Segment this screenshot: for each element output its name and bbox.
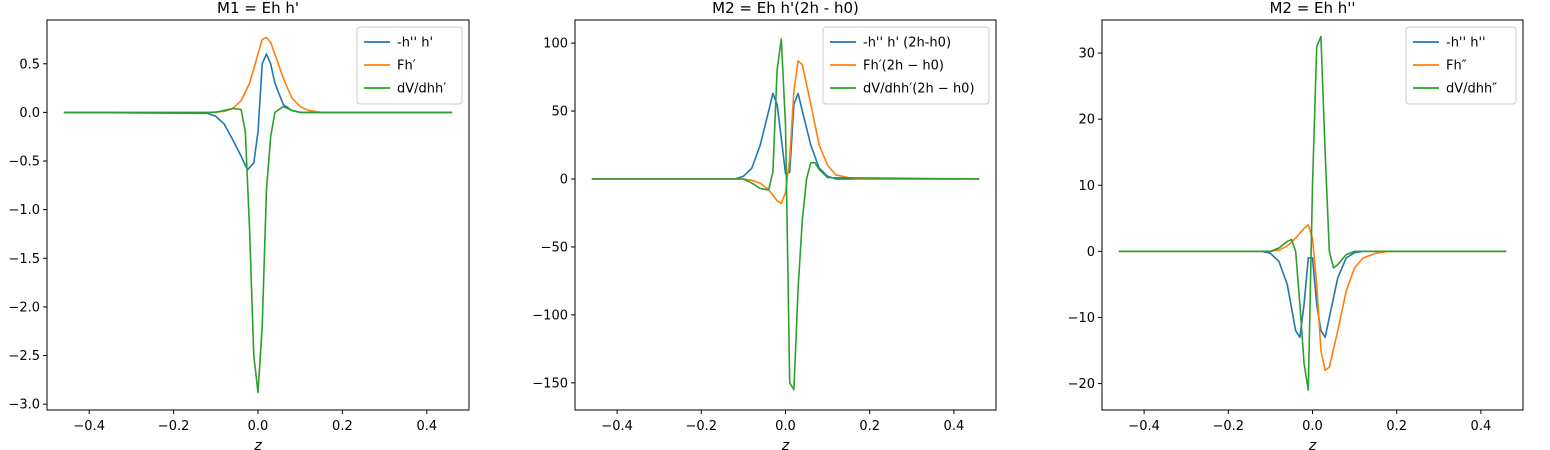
x-tick-label: 0.0 [1302,419,1323,434]
x-tick-label: −0.4 [601,419,633,434]
chart-title: M1 = Eh h' [217,0,299,17]
legend-label: dV/dhh″ [1446,82,1497,97]
series-line-3 [1118,35,1507,391]
x-tick-label: −0.2 [1213,419,1245,434]
y-tick-label: 100 [543,37,568,52]
y-tick-label: −2.0 [8,300,40,315]
x-tick-label: 0.2 [1386,419,1407,434]
series-line-1 [63,53,453,171]
chart-title: M2 = Eh h'' [1269,0,1355,17]
y-tick-label: −1.5 [8,252,40,267]
chart-panel-1: −0.4 −0.2 0.0 0.2 0.4 −3.0 −2.5 −2.0 −1.5 −1.0 −0.… [8,0,470,450]
y-tick-label: −1.0 [8,203,40,218]
x-axis-label: z [1308,438,1317,450]
series-line-1 [1118,250,1507,339]
x-tick-label: 0.0 [775,419,796,434]
legend-label: dV/dhh′ [397,82,446,97]
series-line-2 [1118,224,1507,372]
legend-label: Fh′(2h − h0) [863,59,944,74]
x-tick-label: 0.4 [944,419,965,434]
legend: -h'' h'' Fh″ dV/dhh″ [1405,26,1517,105]
legend-label: -h'' h' (2h-h0) [863,36,951,51]
series-line-3 [591,38,980,391]
x-tick-label: 0.2 [332,419,353,434]
series-line-2 [591,59,980,205]
x-tick-label: 0.4 [1471,419,1492,434]
x-tick-label: 0.0 [248,419,269,434]
series-line-3 [63,105,453,394]
legend-label: Fh″ [1446,59,1467,74]
legend: -h'' h' (2h-h0) Fh′(2h − h0) dV/dhh′(2h − … [822,26,990,105]
y-tick-label: 0 [560,172,568,187]
legend: -h'' h' Fh′ dV/dhh′ [356,26,463,105]
x-tick-label: 0.2 [859,419,880,434]
chart-panel-2: −0.4 −0.2 0.0 0.2 0.4 −150 −100 −50 0 50 100 M2 = E… [532,0,997,450]
y-tick-label: −0.5 [8,155,40,170]
y-tick-label: 20 [1078,113,1095,128]
x-tick-label: −0.4 [1128,419,1160,434]
x-axis-label: z [253,438,262,450]
legend-box [356,26,463,105]
y-tick-label: 10 [1078,179,1095,194]
x-tick-label: −0.4 [73,419,105,434]
y-tick-label: −10 [1068,311,1095,326]
y-tick-label: −2.5 [8,349,40,364]
y-tick-label: −50 [541,240,568,255]
y-tick-label: −150 [532,376,568,391]
legend-box [822,26,990,105]
legend-label: dV/dhh′(2h − h0) [863,82,975,97]
y-tick-label: 0.0 [19,106,40,121]
x-tick-label: 0.4 [416,419,437,434]
y-tick-label: 50 [551,105,568,120]
x-tick-label: −0.2 [158,419,190,434]
y-tick-label: 30 [1078,47,1095,62]
legend-label: Fh′ [397,59,416,74]
y-tick-label: −100 [532,308,568,323]
y-tick-label: −3.0 [8,398,40,413]
legend-label: -h'' h'' [1446,36,1486,51]
chart-title: M2 = Eh h'(2h - h0) [712,0,859,17]
y-tick-label: −20 [1068,377,1095,392]
legend-box [1405,26,1517,105]
x-axis-label: z [781,438,790,450]
y-tick-label: 0 [1087,245,1095,260]
y-tick-label: 0.5 [19,57,40,72]
x-tick-label: −0.2 [686,419,718,434]
legend-label: -h'' h' [397,36,433,51]
chart-panel-3: −0.4 −0.2 0.0 0.2 0.4 −20 −10 0 10 20 30 M2 = Eh h'… [1068,0,1524,450]
